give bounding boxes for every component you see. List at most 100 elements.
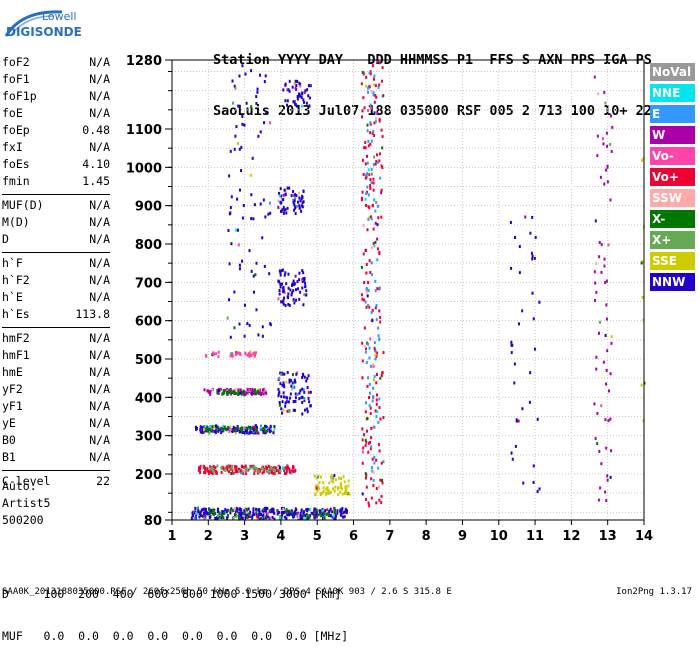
ionogram-point [375, 153, 378, 157]
ionogram-point [305, 101, 308, 105]
ionogram-point [370, 217, 373, 221]
ionogram-point [249, 464, 252, 468]
ionogram-point [529, 231, 532, 235]
ionogram-point [269, 467, 272, 471]
ionogram-point [372, 478, 375, 482]
ionogram-point [294, 507, 297, 511]
ionogram-point [294, 399, 297, 403]
ionogram-point [365, 485, 368, 489]
ionogram-point [337, 487, 340, 491]
ionogram-point [258, 391, 261, 395]
x-tick-label: 7 [385, 529, 394, 544]
ionogram-point [361, 158, 364, 162]
ionogram-point [367, 168, 370, 172]
ionogram-point [593, 270, 596, 274]
param-row: MUF(D) N/A [2, 197, 110, 214]
param-value: 22 [96, 474, 110, 488]
ionogram-point [602, 360, 605, 364]
param-value: N/A [89, 106, 110, 120]
ionogram-point [371, 64, 374, 68]
param-name: h`F2 [2, 273, 30, 287]
x-tick-label: 8 [422, 529, 431, 544]
ionogram-point [203, 511, 206, 515]
ionogram-point [302, 514, 305, 518]
param-value: N/A [89, 256, 110, 270]
ionogram-point [260, 391, 263, 395]
ionogram-point [299, 290, 302, 294]
y-tick-label: 1280 [126, 54, 162, 69]
ionogram-point [376, 393, 379, 397]
ionogram-point [513, 381, 516, 385]
ionogram-point [240, 390, 243, 394]
ionogram-point [302, 512, 305, 516]
ionogram-point [268, 469, 271, 473]
ionogram-point [257, 333, 260, 337]
ionogram-point [209, 392, 212, 396]
ionogram-point [365, 263, 368, 267]
ionogram-point [322, 512, 325, 516]
ionogram-point [261, 236, 264, 240]
ionogram-point [215, 427, 218, 431]
ionogram-point [250, 430, 253, 434]
ionogram-point [282, 408, 285, 412]
ionogram-point [240, 392, 243, 396]
ionogram-point [296, 104, 299, 108]
ionogram-point [240, 464, 243, 468]
ionogram-point [296, 79, 299, 83]
ionogram-point [367, 86, 370, 90]
ionogram-point [260, 516, 263, 520]
ionogram-point [367, 304, 370, 308]
ionogram-point [331, 510, 334, 514]
ionogram-point [262, 465, 265, 469]
ionogram-point [220, 516, 223, 520]
ionogram-point [293, 408, 296, 412]
x-tick-label: 3 [240, 529, 249, 544]
ionogram-point [365, 290, 368, 294]
ionogram-point [250, 391, 253, 395]
ionogram-point [225, 510, 228, 514]
ionogram-point [283, 273, 286, 277]
legend-item: Vo+ [650, 168, 695, 186]
ionogram-point [285, 465, 288, 469]
param-separator [2, 248, 110, 253]
ionogram-point [295, 298, 298, 302]
ionogram-point [375, 354, 378, 358]
ionogram-point [370, 167, 373, 171]
x-tick-label: 1 [167, 529, 176, 544]
legend-item: Vo- [650, 147, 695, 165]
ionogram-point [288, 509, 291, 513]
ionogram-point [292, 201, 295, 205]
ionogram-point [288, 79, 291, 83]
ionogram-point [253, 392, 256, 396]
ionogram-point [319, 493, 322, 497]
ionogram-point [232, 469, 235, 473]
ionogram-point [302, 373, 305, 377]
ionogram-point [303, 398, 306, 402]
ionogram-point [364, 444, 367, 448]
ionogram-point [340, 477, 343, 481]
header-values: SaoLuis 2013 Jul07 188 035000 RSF 005 2 … [213, 103, 652, 119]
ionogram-point [230, 390, 233, 394]
ionogram-point [604, 281, 607, 285]
ionogram-point [611, 125, 614, 129]
ionogram-point [374, 357, 377, 361]
ionogram-point [244, 515, 247, 519]
ionogram-point [285, 468, 288, 472]
x-tick-label: 2 [204, 529, 213, 544]
ionogram-point [216, 507, 219, 511]
ionogram-point [524, 215, 527, 219]
ionogram-point [340, 484, 343, 488]
legend-item: NoVal [650, 63, 695, 81]
ionogram-point [361, 492, 364, 496]
ionogram-point [372, 395, 375, 399]
ionogram-point [235, 469, 238, 473]
ionogram-point [366, 417, 369, 421]
ionogram-point [374, 162, 377, 166]
ionogram-point [333, 517, 336, 521]
ionogram-point [605, 303, 608, 307]
ionogram-point [230, 195, 233, 199]
ionogram-point [247, 352, 250, 356]
ionogram-point [296, 95, 299, 99]
ionogram-point [273, 469, 276, 473]
ionogram-point [307, 391, 310, 395]
